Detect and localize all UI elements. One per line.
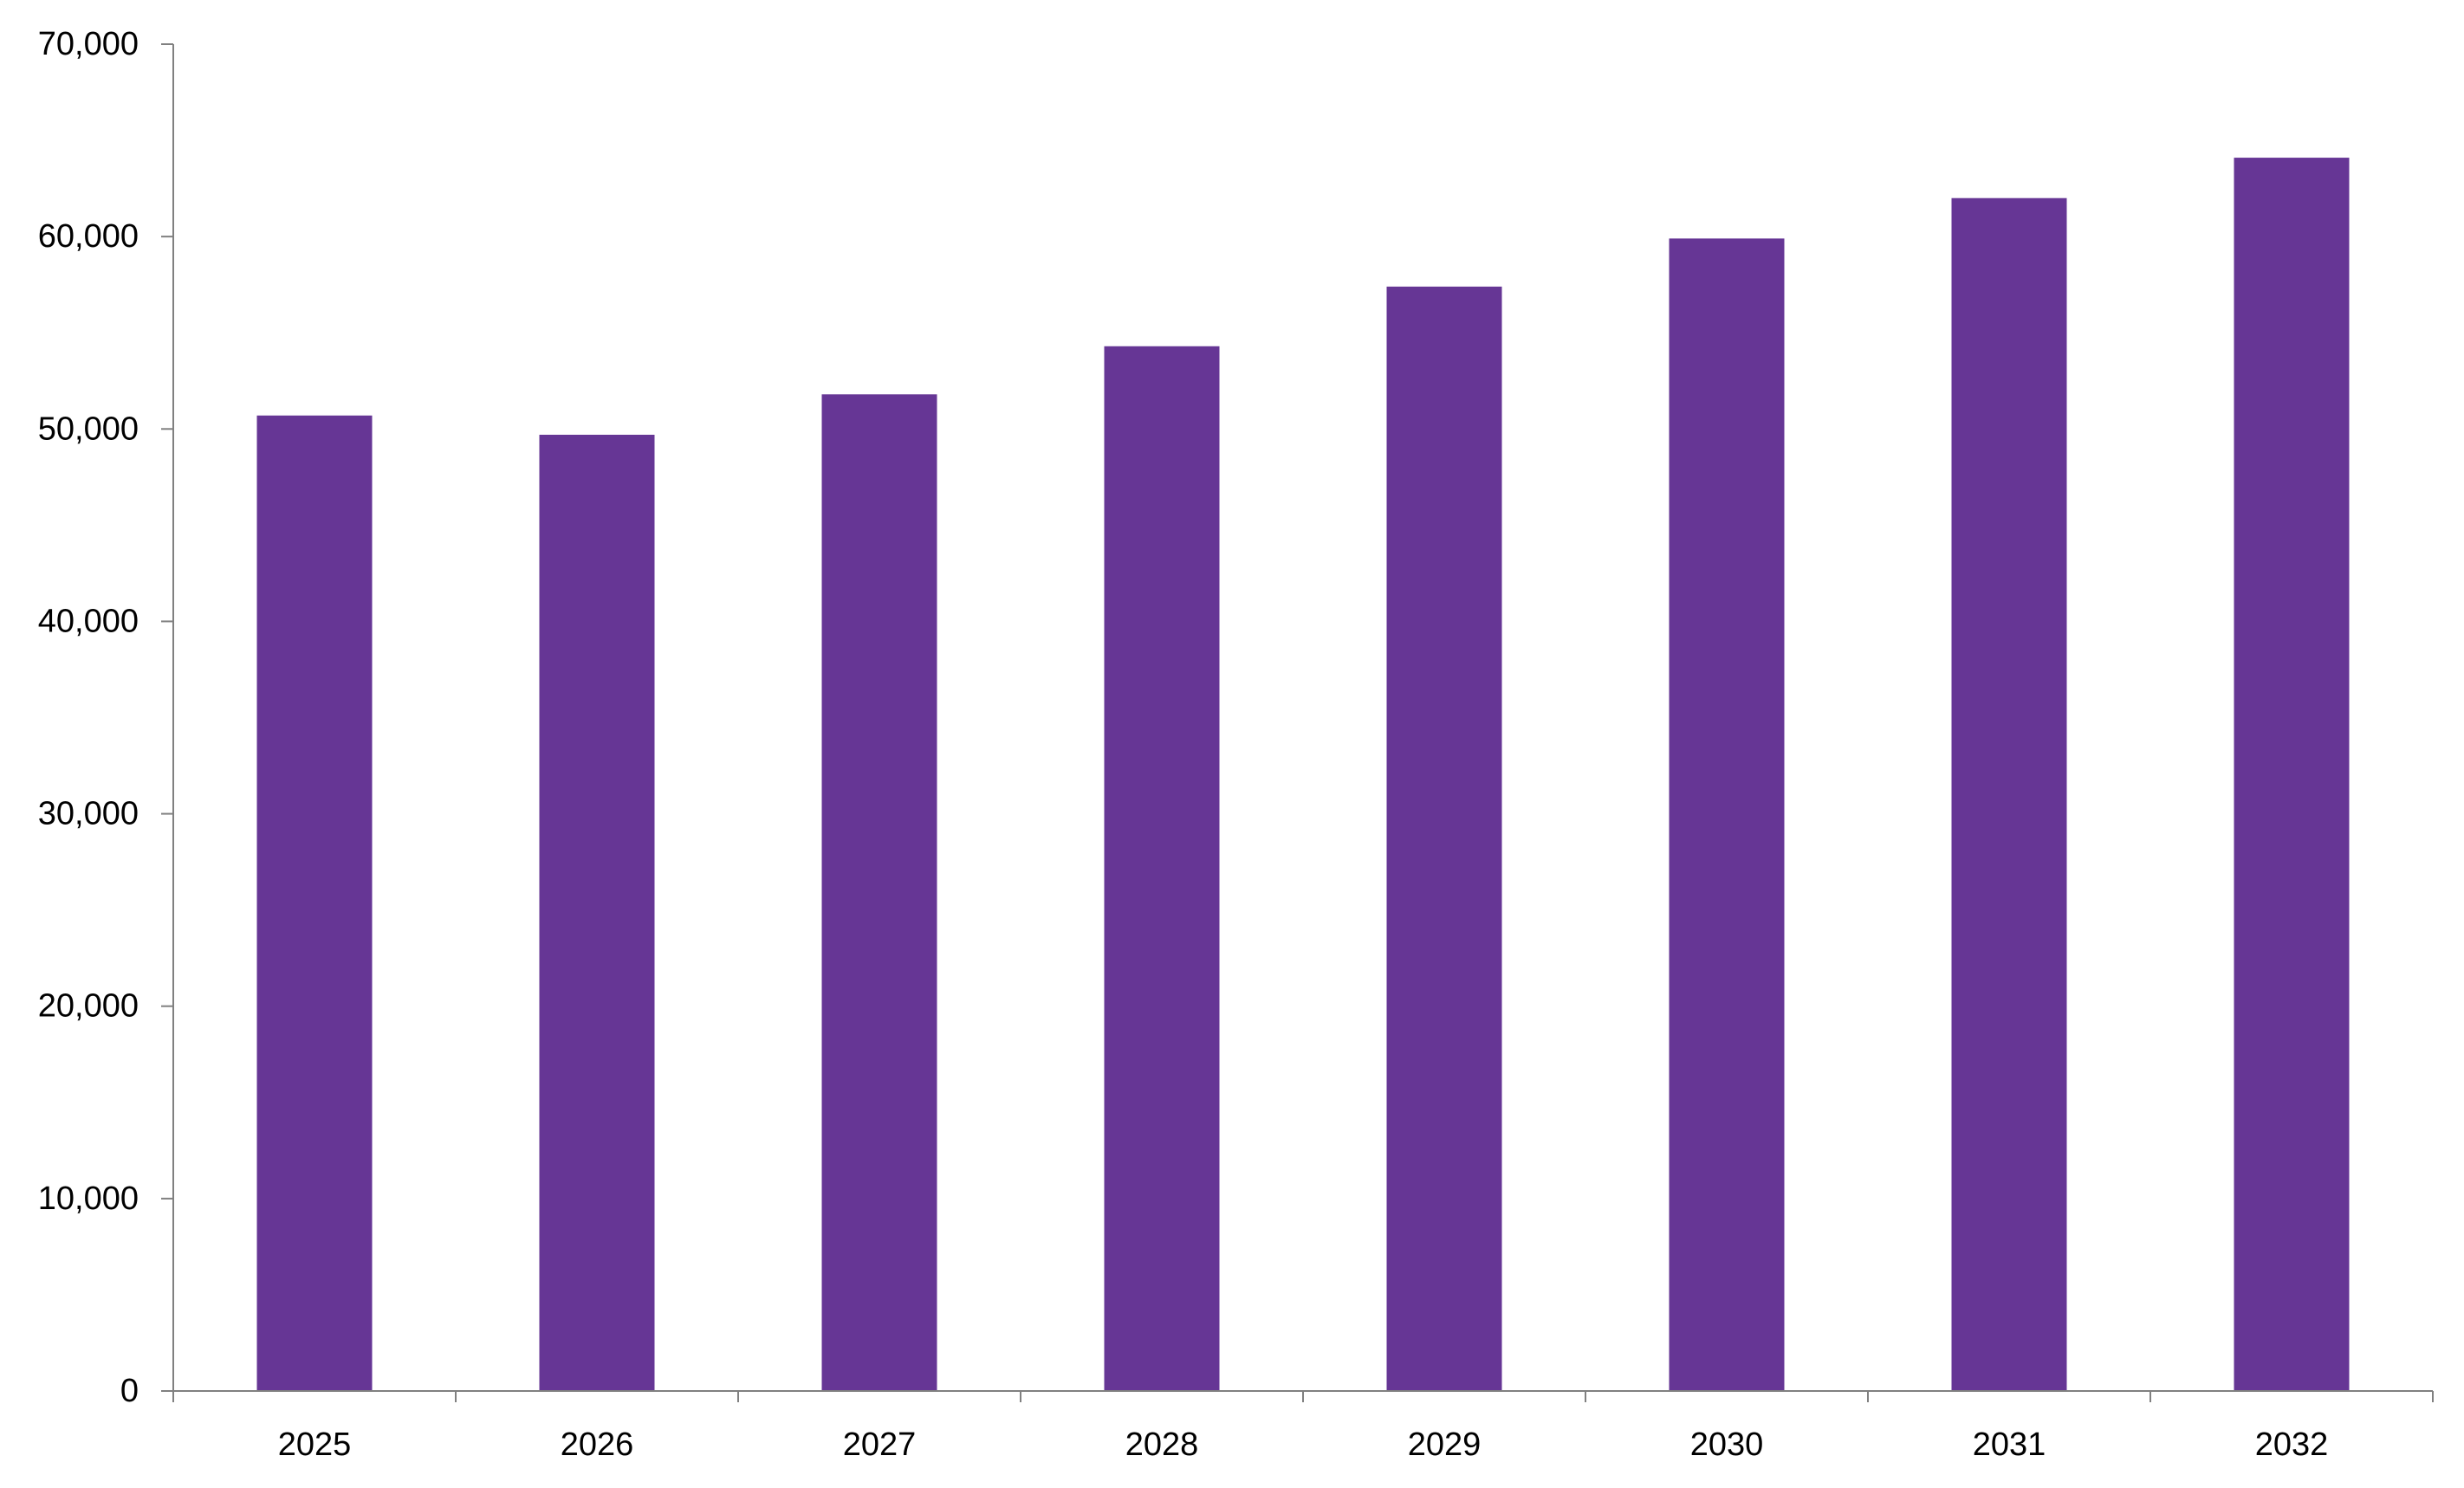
bars [256,158,2350,1392]
x-tick-label: 2029 [1408,1427,1482,1463]
bar-2029 [1386,286,1502,1391]
y-tick-label: 50,000 [38,411,139,447]
y-tick-label: 60,000 [38,218,139,255]
bar-2031 [1951,197,2067,1392]
bar-2030 [1669,238,1785,1392]
y-axis-ticks [161,43,173,1392]
y-tick-label: 10,000 [38,1181,139,1217]
bar-2025 [256,415,373,1391]
x-tick-label: 2031 [1973,1427,2046,1463]
y-tick-label: 70,000 [38,26,139,62]
y-tick-label: 30,000 [38,796,139,832]
x-tick-label: 2025 [278,1427,352,1463]
bar-2032 [2234,158,2350,1391]
y-tick-label: 0 [120,1373,139,1409]
x-tick-label: 2028 [1125,1427,1199,1463]
x-tick-label: 2026 [561,1427,634,1463]
y-tick-label: 40,000 [38,603,139,639]
bar-2028 [1104,346,1220,1391]
bar-2026 [539,434,655,1392]
x-axis-ticks [172,1391,2434,1402]
x-tick-label: 2032 [2255,1427,2329,1463]
y-tick-label: 20,000 [38,988,139,1025]
x-tick-label: 2030 [1690,1427,1764,1463]
x-axis-labels: 2025 2026 2027 2028 2029 2030 2031 2032 [278,1427,2329,1463]
bar-2027 [821,394,937,1391]
x-tick-label: 2027 [843,1427,917,1463]
y-axis-labels: 0 10,000 20,000 30,000 40,000 50,000 60,000 70,… [38,26,139,1409]
